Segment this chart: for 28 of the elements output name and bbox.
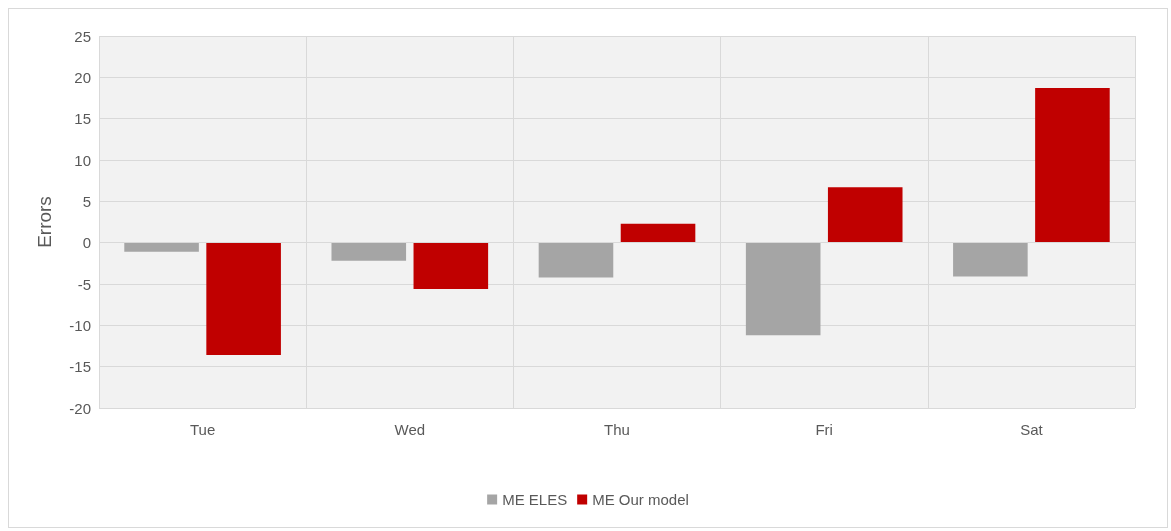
bar <box>1035 88 1110 243</box>
x-tick-label: Fri <box>815 421 833 438</box>
y-tick-label: -10 <box>69 316 91 334</box>
y-tick-label: 10 <box>74 151 91 169</box>
x-tick-label: Thu <box>604 421 630 438</box>
legend-label: ME Our model <box>592 491 689 508</box>
legend-label: ME ELES <box>502 491 568 508</box>
bar <box>206 242 281 356</box>
y-tick-label: 20 <box>74 68 91 86</box>
bar <box>124 242 199 252</box>
bar <box>331 242 407 261</box>
bar <box>620 223 696 243</box>
x-tick-label: Tue <box>189 421 216 438</box>
x-tick-label: Wed <box>394 421 426 438</box>
bar <box>538 242 614 278</box>
bar <box>953 242 1028 277</box>
y-tick-label: -5 <box>77 275 91 293</box>
y-tick-label: -20 <box>69 399 91 417</box>
y-tick-label: 25 <box>74 27 91 45</box>
y-tick-label: 0 <box>82 234 91 252</box>
bar <box>413 242 489 289</box>
y-tick-label: 15 <box>74 110 91 128</box>
y-axis-title: Errors <box>34 196 55 248</box>
bar <box>827 187 903 243</box>
bar <box>745 242 821 336</box>
y-tick-label: -15 <box>69 358 91 376</box>
y-tick-label: 5 <box>82 192 91 210</box>
x-tick-label: Sat <box>1020 421 1044 438</box>
